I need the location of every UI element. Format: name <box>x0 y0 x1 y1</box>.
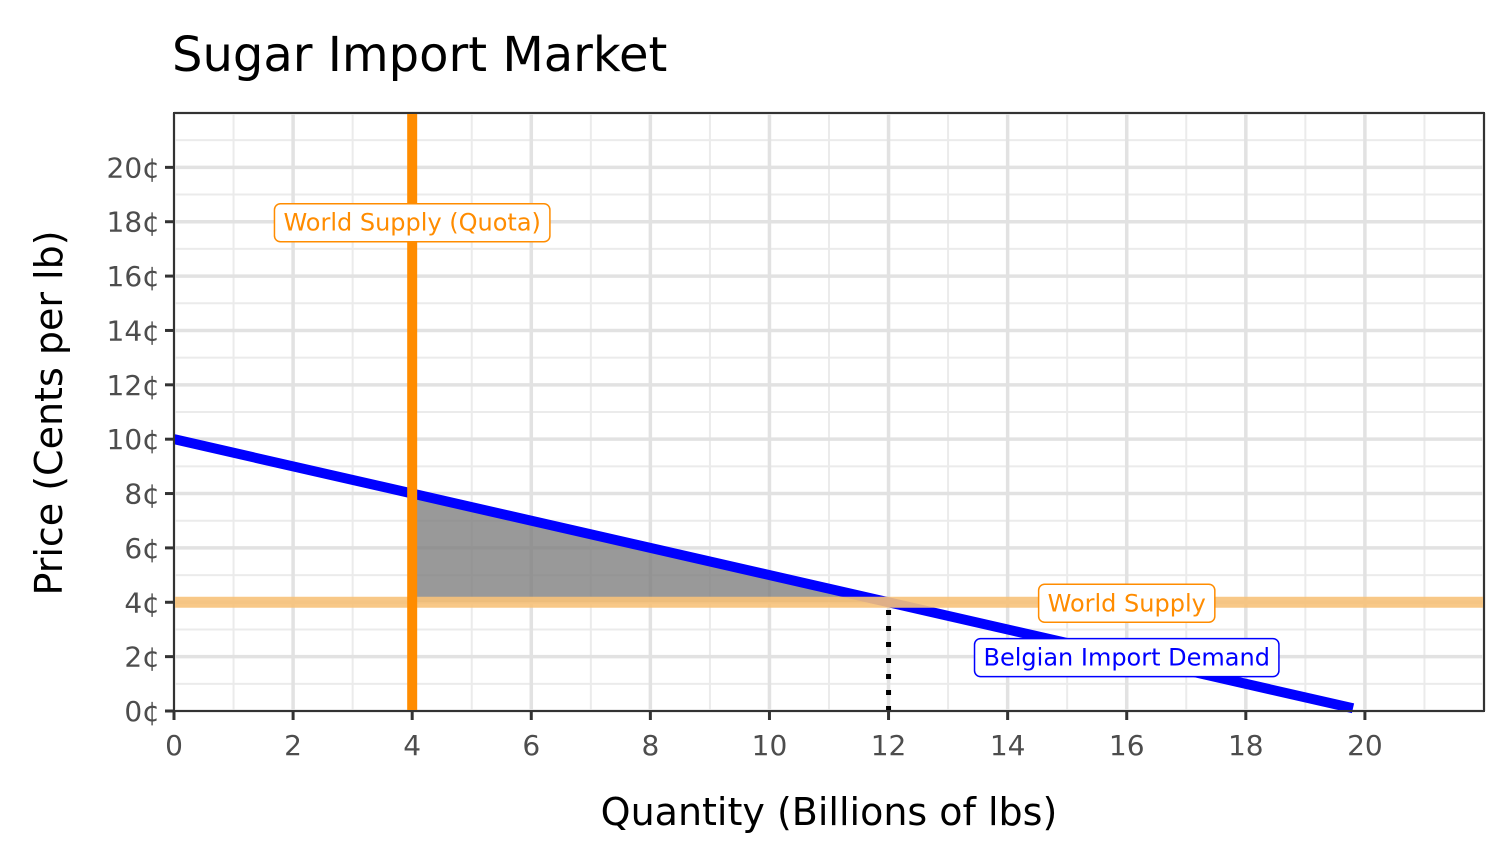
annotation-layer: World Supply (Quota) World Supply Belgian … <box>273 202 1280 678</box>
x-tick-label: 12 <box>871 729 907 762</box>
x-tick-label: 6 <box>522 729 540 762</box>
y-tick-label: 0¢ <box>124 695 160 728</box>
axes-layer: 0 2 4 6 8 10 12 14 16 18 20 0¢ 2¢ 4¢ 6¢ 8¢ 10¢ 12¢ 14¢ 16¢ 1… <box>107 112 1485 762</box>
plot-border <box>173 112 1485 712</box>
x-tick-label: 18 <box>1228 729 1264 762</box>
annotation-label: World Supply <box>1037 583 1216 624</box>
shaded-region <box>412 493 889 603</box>
annotation-text: World Supply <box>1048 589 1206 617</box>
annotation-box <box>1037 583 1216 624</box>
chart-title: Sugar Import Market <box>172 27 667 83</box>
y-tick-label: 6¢ <box>124 532 160 565</box>
x-tick-label: 4 <box>403 729 421 762</box>
annotation-label: World Supply (Quota) <box>273 202 551 243</box>
y-tick-label: 2¢ <box>124 641 160 674</box>
x-tick-label: 8 <box>641 729 659 762</box>
y-tick-label: 8¢ <box>124 478 160 511</box>
x-axis-title: Quantity (Billions of lbs) <box>601 790 1058 834</box>
y-axis-title: Price (Cents per lb) <box>27 230 71 595</box>
x-tick-label: 14 <box>990 729 1026 762</box>
annotation-text: Belgian Import Demand <box>984 644 1270 672</box>
x-tick-label: 2 <box>284 729 302 762</box>
y-tick-label: 4¢ <box>124 586 160 619</box>
y-tick-label: 14¢ <box>107 314 160 347</box>
x-tick-label: 10 <box>752 729 788 762</box>
x-tick-label: 0 <box>165 729 183 762</box>
y-tick-label: 18¢ <box>107 206 160 239</box>
annotation-box <box>973 637 1280 678</box>
y-tick-label: 12¢ <box>107 369 160 402</box>
y-tick-label: 10¢ <box>107 423 160 456</box>
annotation-text: World Supply (Quota) <box>283 209 540 237</box>
y-tick-label: 20¢ <box>107 151 160 184</box>
x-tick-label: 20 <box>1347 729 1383 762</box>
annotation-label: Belgian Import Demand <box>973 637 1280 678</box>
grid-layer <box>172 111 1486 713</box>
y-tick-label: 16¢ <box>107 260 160 293</box>
x-tick-label: 16 <box>1109 729 1145 762</box>
annotation-box <box>273 202 551 243</box>
